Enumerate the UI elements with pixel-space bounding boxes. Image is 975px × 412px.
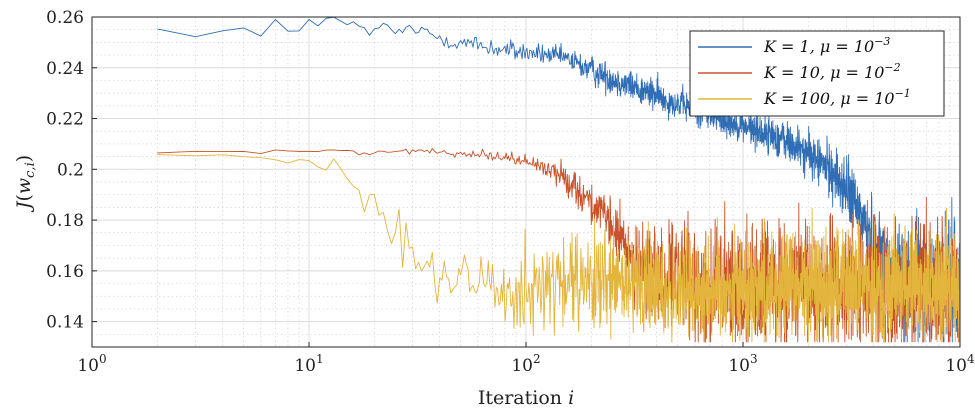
y-tick-label: 0.18 xyxy=(46,211,84,231)
x-tick-label: 103 xyxy=(728,352,757,376)
y-axis-label: J(wc,i) xyxy=(13,155,38,213)
legend-label-3: K = 100, μ = 10−1 xyxy=(763,87,911,108)
y-tick-label: 0.24 xyxy=(46,59,84,79)
series-group xyxy=(157,16,961,343)
x-tick-label: 102 xyxy=(511,352,540,376)
ticks: 0.14 0.16 0.18 0.2 0.22 0.24 0.26 100 101 102 103 1… xyxy=(46,8,975,376)
x-tick-label: 104 xyxy=(945,352,975,376)
y-tick-label: 0.16 xyxy=(46,262,84,282)
x-axis-label: Iteration i xyxy=(478,387,574,409)
x-tick-label: 100 xyxy=(77,352,106,376)
x-tick-label: 101 xyxy=(294,352,323,376)
y-tick-label: 0.22 xyxy=(46,110,84,130)
y-tick-label: 0.2 xyxy=(57,160,84,180)
legend-label-1: K = 1, μ = 10−3 xyxy=(763,35,890,56)
legend: K = 1, μ = 10−3 K = 10, μ = 10−2 K = 100… xyxy=(689,30,945,117)
legend-label-2: K = 10, μ = 10−2 xyxy=(763,61,901,82)
y-tick-label: 0.26 xyxy=(46,8,84,28)
series-line-1 xyxy=(157,16,961,343)
y-tick-label: 0.14 xyxy=(46,313,84,333)
series-line-3 xyxy=(157,154,961,343)
